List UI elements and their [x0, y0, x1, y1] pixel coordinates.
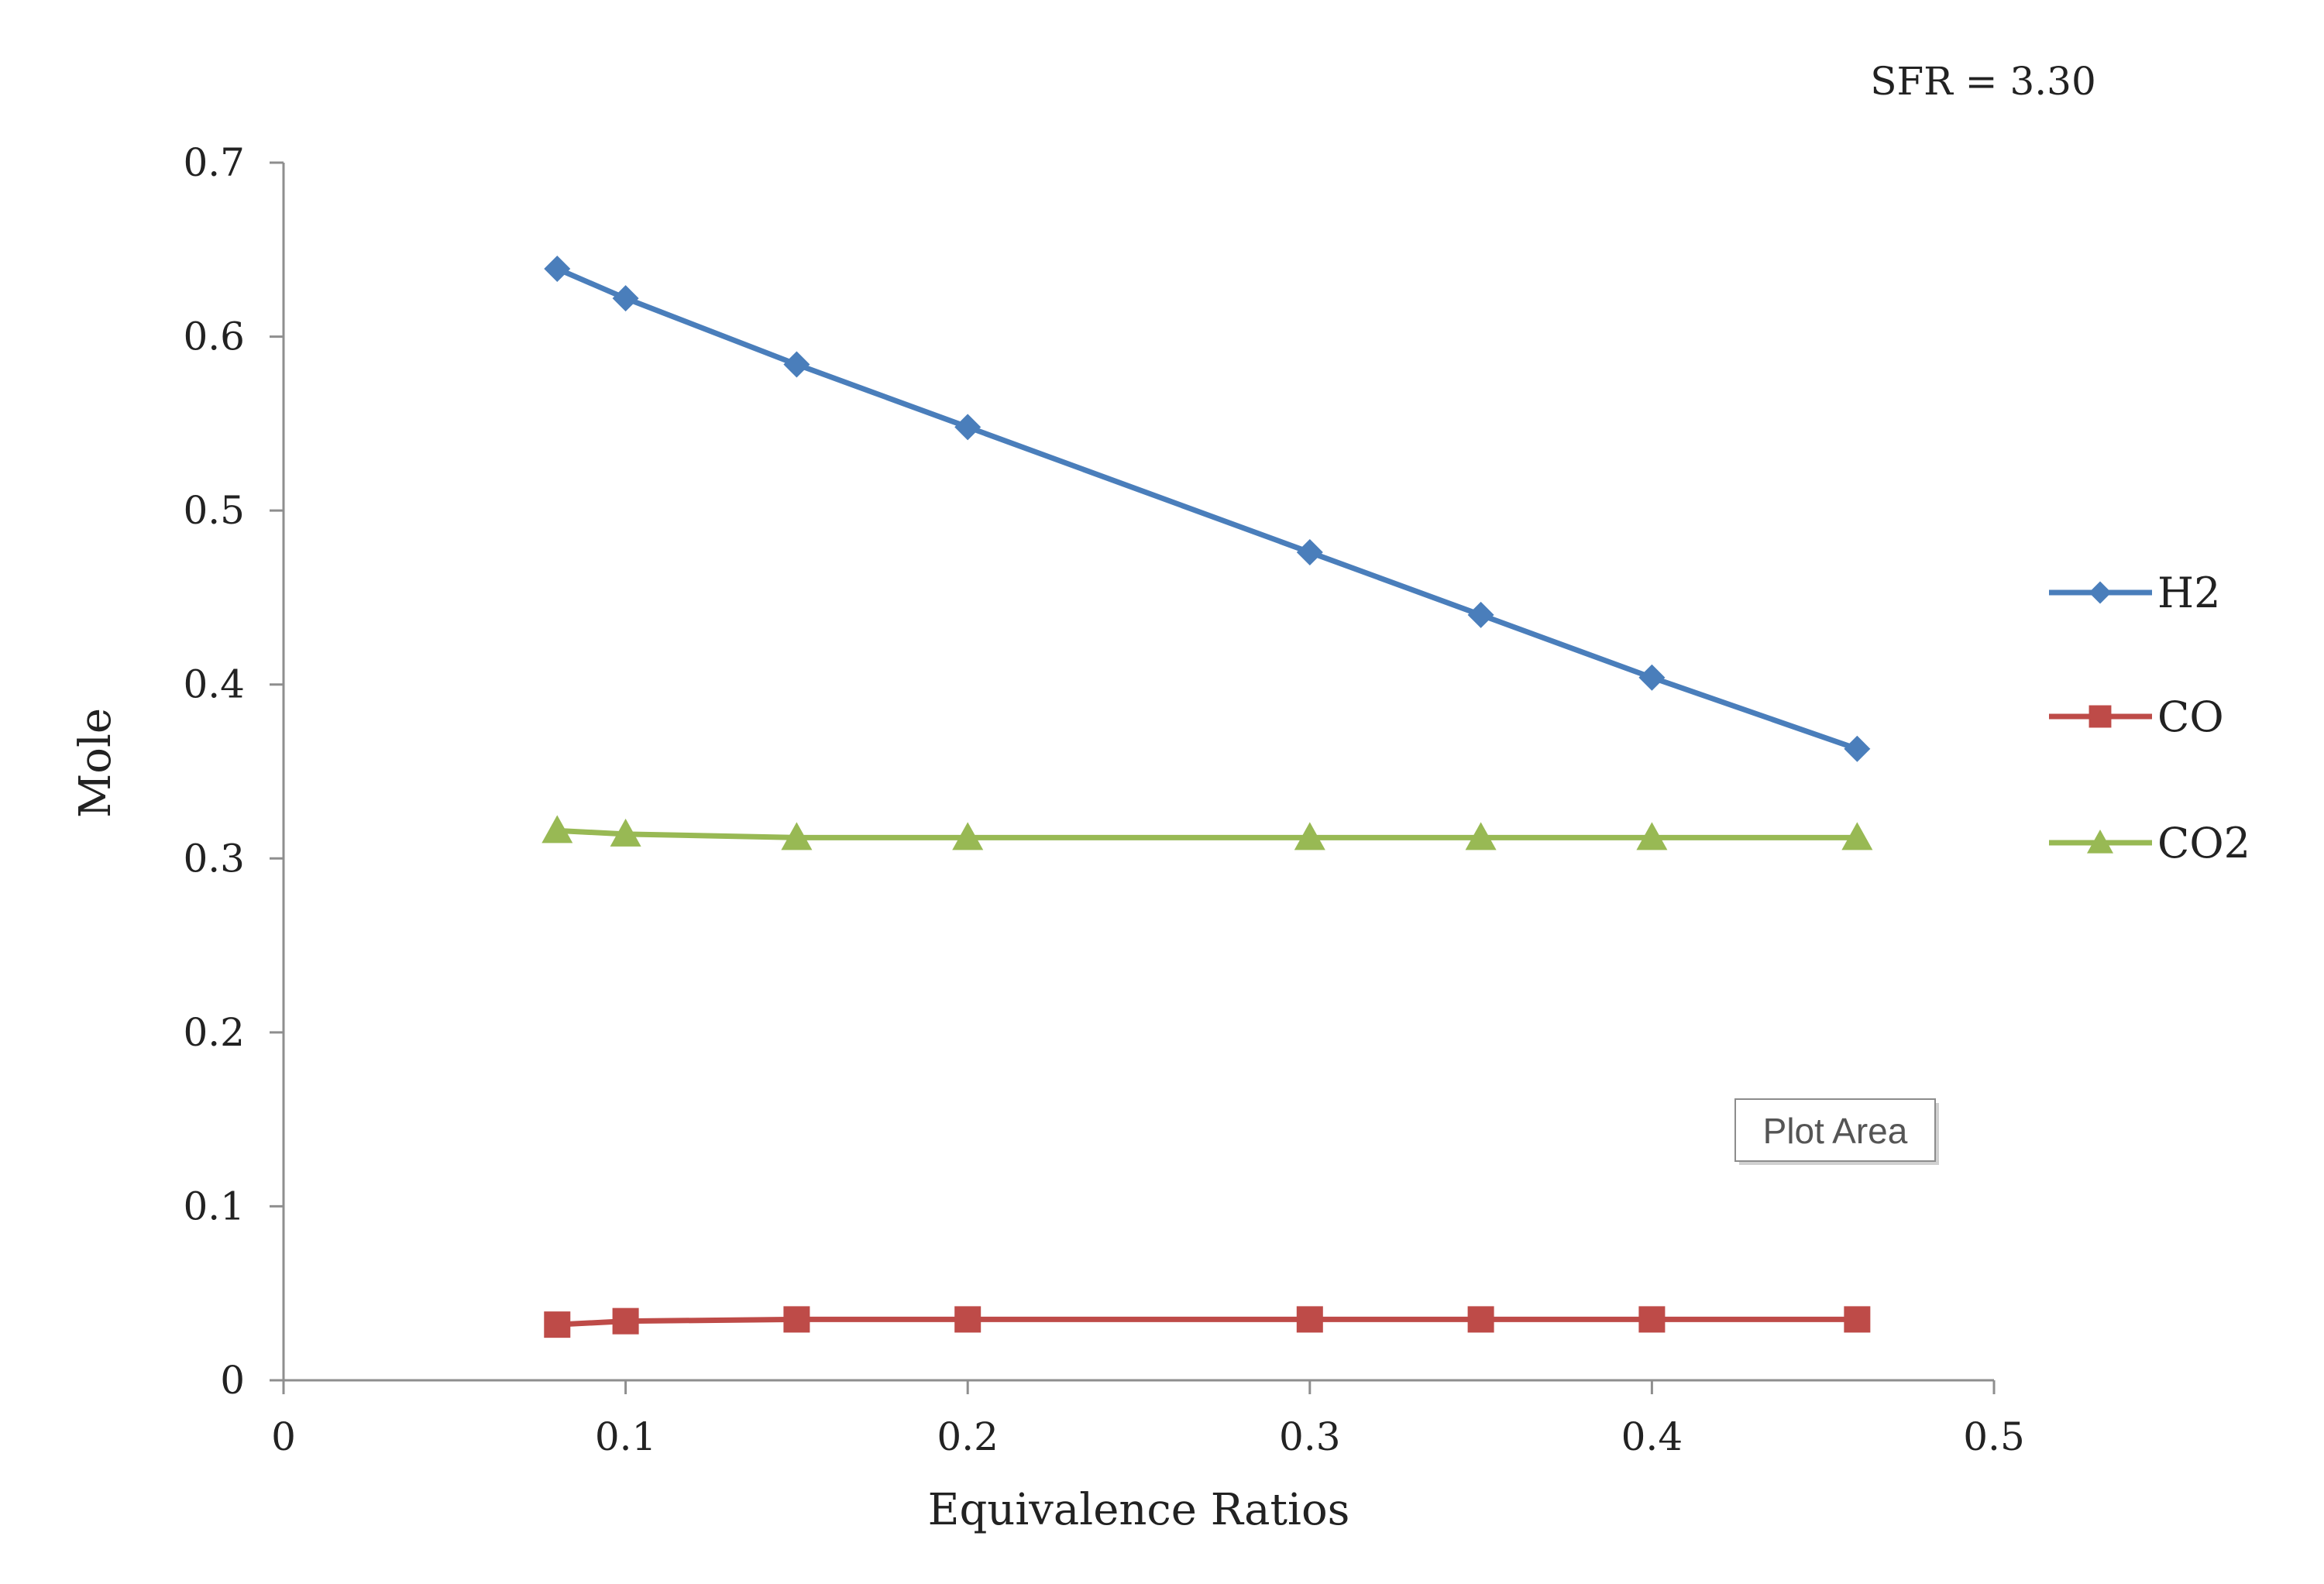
legend-marker-co2 — [2087, 830, 2113, 854]
data-point-co2 — [610, 818, 641, 847]
legend-label-co2: CO2 — [2157, 819, 2250, 868]
series-line-co — [557, 1316, 1858, 1328]
x-tick-label: 0.4 — [1621, 1414, 1683, 1459]
data-point-h2 — [1296, 539, 1323, 566]
y-tick-label: 0.5 — [183, 488, 245, 533]
data-point-co — [783, 1306, 810, 1333]
x-tick-label: 0.5 — [1963, 1414, 2025, 1459]
series-line-co2 — [557, 827, 1858, 840]
data-point-co2 — [1636, 822, 1668, 850]
y-tick-label: 0.7 — [183, 140, 245, 185]
data-point-h2 — [612, 285, 639, 312]
data-point-co — [1638, 1306, 1666, 1333]
series-h2 — [544, 255, 1871, 762]
x-axis-title: Equivalence Ratios — [928, 1485, 1350, 1535]
data-point-co — [954, 1306, 982, 1333]
y-tick-label: 0 — [220, 1358, 245, 1403]
series-co — [544, 1306, 1871, 1338]
sfr-annotation: SFR = 3.30 — [1870, 59, 2096, 104]
legend-item-co2: CO2 — [2049, 819, 2250, 868]
series-line-h2 — [555, 266, 1858, 752]
legend-label-h2: H2 — [2157, 569, 2220, 617]
data-point-h2 — [954, 414, 982, 441]
data-point-co2 — [1841, 822, 1873, 850]
legend-item-h2: H2 — [2049, 569, 2220, 617]
legend: H2 CO CO2 — [2049, 569, 2250, 868]
data-point-co2 — [952, 822, 984, 850]
data-point-co — [1296, 1306, 1323, 1333]
data-point-co — [612, 1307, 639, 1335]
plot-area-tooltip-label: Plot Area — [1763, 1111, 1908, 1151]
y-tick-label: 0.3 — [183, 836, 245, 881]
legend-marker-co — [2089, 705, 2112, 728]
y-axis-title: Mole — [70, 708, 121, 818]
legend-label-co: CO — [2157, 692, 2224, 741]
y-tick-label: 0.1 — [183, 1184, 245, 1228]
x-tick-label: 0.1 — [595, 1414, 657, 1459]
series-layer — [541, 255, 1873, 1338]
series-co2 — [541, 815, 1873, 850]
plot-area-tooltip: Plot Area — [1734, 1098, 1939, 1165]
data-point-co2 — [781, 822, 813, 850]
legend-item-co: CO — [2049, 692, 2224, 741]
data-point-co — [1844, 1306, 1871, 1333]
data-point-co2 — [1294, 822, 1325, 850]
y-tick-label: 0.4 — [183, 662, 245, 707]
data-point-h2 — [544, 255, 571, 282]
y-tick-label: 0.6 — [183, 314, 245, 359]
x-tick-label: 0.2 — [937, 1414, 999, 1459]
x-tick-label: 0.3 — [1279, 1414, 1341, 1459]
x-tick-label: 0 — [271, 1414, 296, 1459]
data-point-h2 — [1467, 601, 1494, 628]
data-point-co — [1467, 1306, 1494, 1333]
data-point-h2 — [783, 351, 810, 378]
data-point-co2 — [1465, 822, 1497, 850]
data-point-h2 — [1638, 664, 1666, 691]
y-tick-label: 0.2 — [183, 1010, 245, 1055]
data-point-co2 — [541, 815, 573, 844]
data-point-h2 — [1844, 735, 1871, 762]
axes: 0 0.1 0.2 0.3 0.4 0.5 0.6 0.7 0 0.1 0.2 0.3 0.4 0.5 — [183, 140, 2024, 1459]
legend-marker-h2 — [2089, 581, 2112, 604]
data-point-co — [544, 1311, 571, 1338]
